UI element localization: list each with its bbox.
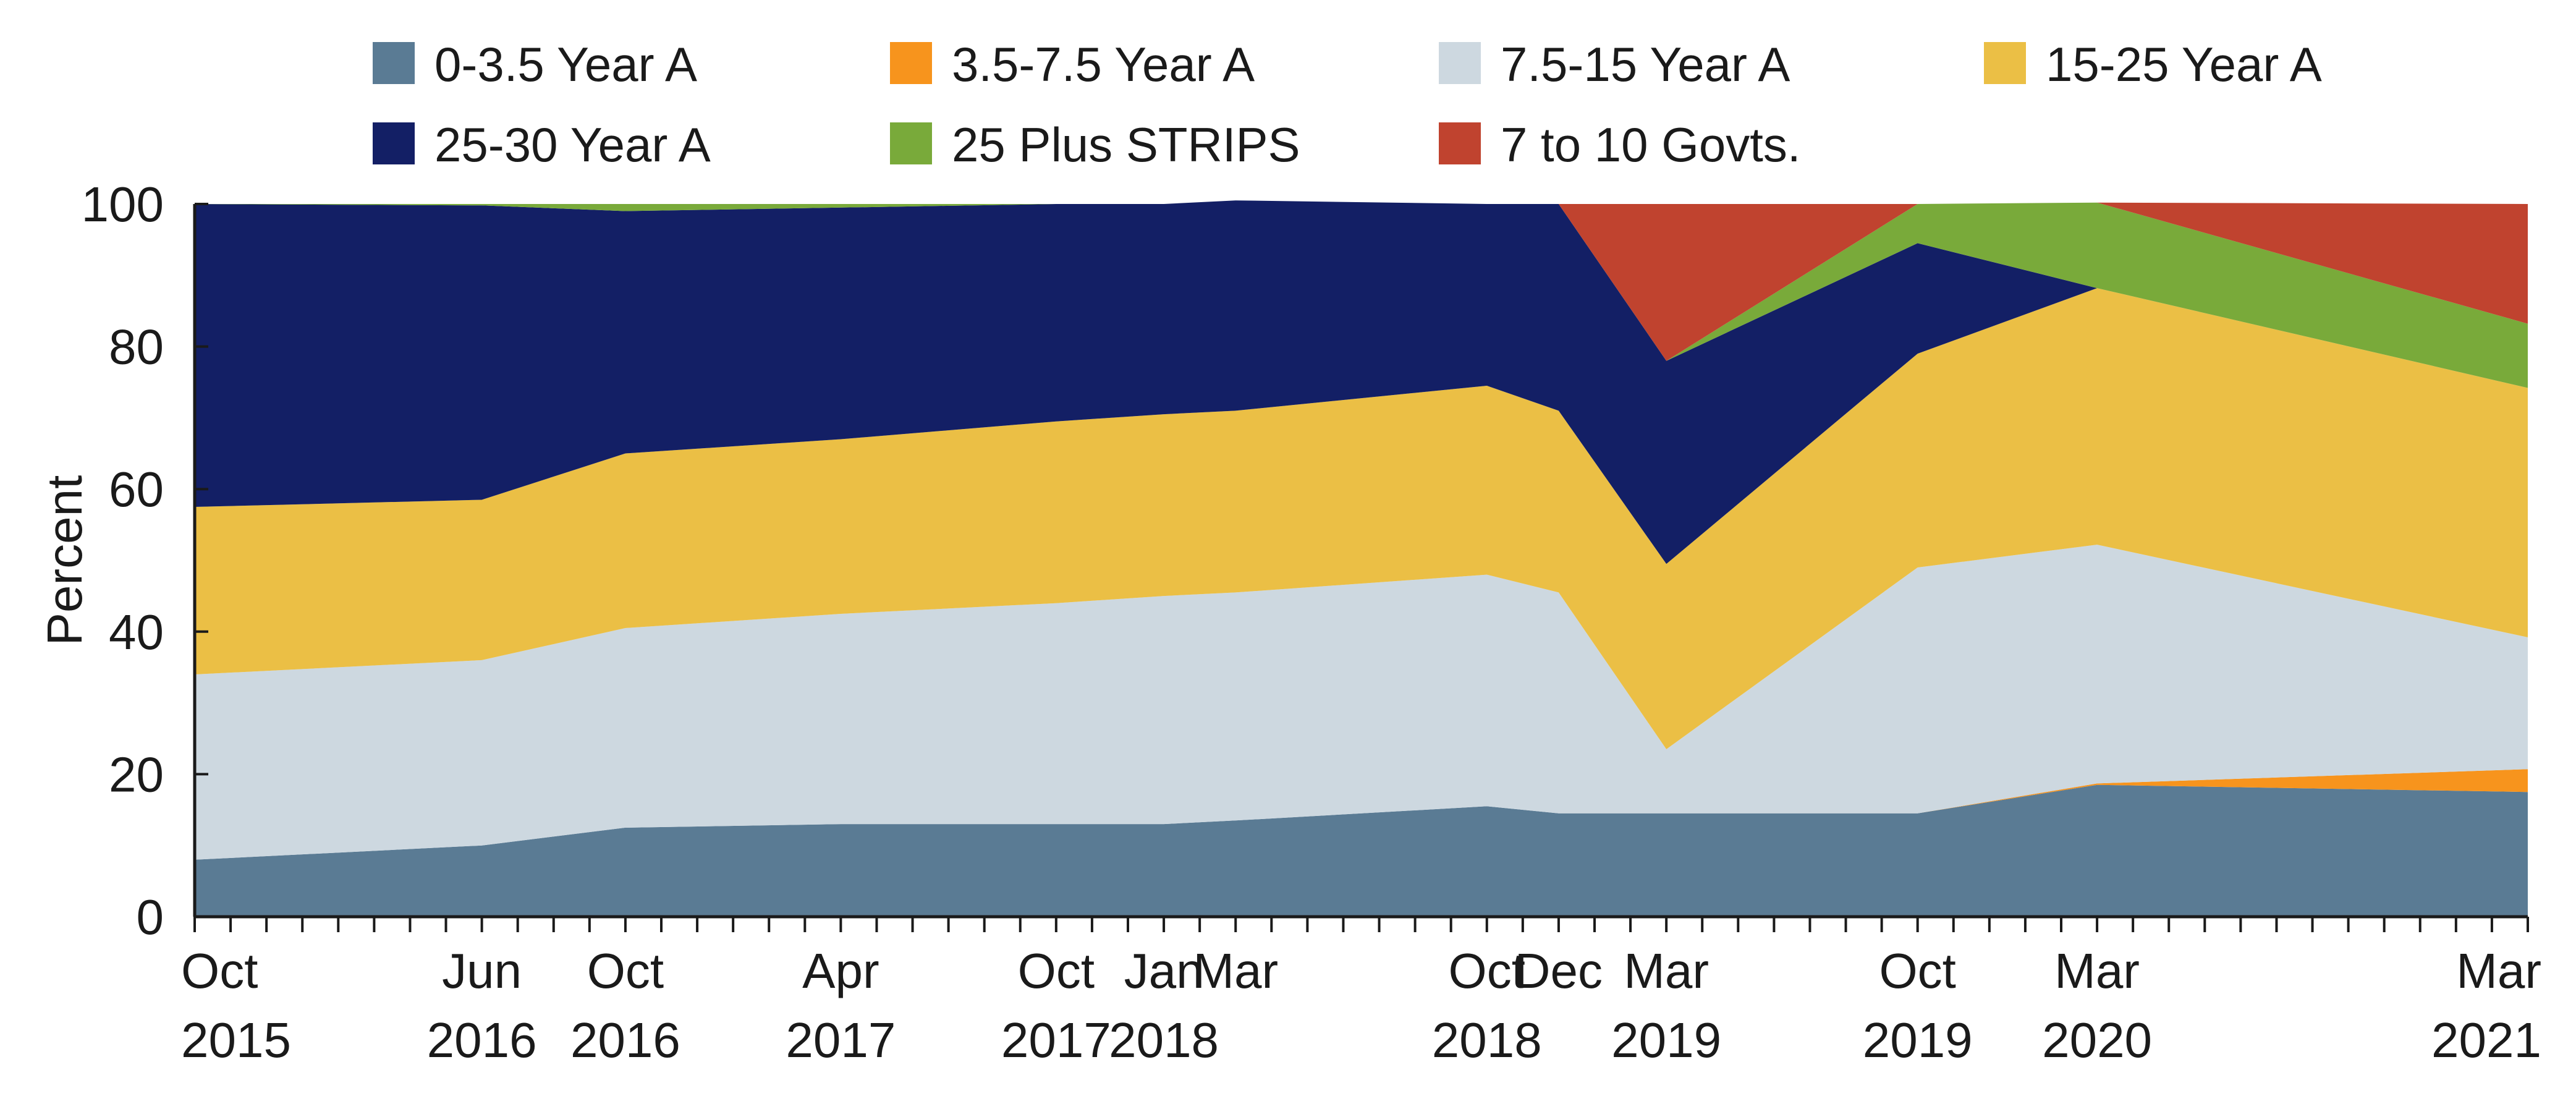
x-tick-label-year: 2019 xyxy=(1863,1013,1973,1068)
x-tick-label-year: 2016 xyxy=(570,1013,680,1068)
x-tick-label-month: Dec xyxy=(1515,943,1603,998)
axes: 0 20 40 60 80 100 Oct 2015 Jun 2016 Oct 2016 Apr 2017… xyxy=(82,177,2541,1068)
y-axis-title: Percent xyxy=(37,475,92,646)
legend-label-7-5-15-year-a: 7.5-15 Year A xyxy=(1501,37,1790,91)
x-tick-label-month: Jan xyxy=(1124,943,1204,998)
x-tick-label-year: 2017 xyxy=(786,1013,896,1068)
y-tick-label: 80 xyxy=(109,320,164,375)
area-0-3-5-year-a xyxy=(195,784,2528,917)
area-7-5-15-year-a xyxy=(195,545,2528,860)
legend-swatch-3-5-7-5-year-a xyxy=(890,42,932,84)
x-tick-label-year: 2017 xyxy=(1001,1013,1111,1068)
x-tick-label-year: 2018 xyxy=(1432,1013,1542,1068)
area-series-group xyxy=(195,200,2528,917)
area-25-plus-strips xyxy=(195,200,2528,388)
legend-label-25-plus-strips: 25 Plus STRIPS xyxy=(952,117,1300,172)
y-tick-label: 20 xyxy=(109,747,164,802)
x-tick-label-month: Mar xyxy=(1193,943,1278,998)
x-tick-label-year: 2020 xyxy=(2042,1013,2152,1068)
x-tick-label-month: Mar xyxy=(1624,943,1709,998)
x-tick-label-year: 2019 xyxy=(1611,1013,1721,1068)
legend-label-15-25-year-a: 15-25 Year A xyxy=(2046,37,2322,91)
legend-swatch-7-5-15-year-a xyxy=(1439,42,1481,84)
x-tick-label-month: Jun xyxy=(442,943,522,998)
legend-label-7-to-10-govts: 7 to 10 Govts. xyxy=(1501,117,1801,172)
legend-swatch-15-25-year-a xyxy=(1984,42,2026,84)
legend-label-0-3-5-year-a: 0-3.5 Year A xyxy=(434,37,697,91)
y-tick-label: 40 xyxy=(109,605,164,660)
x-tick-label-year: 2021 xyxy=(2431,1013,2541,1068)
x-tick-label-month: Mar xyxy=(2456,943,2541,998)
legend-label-25-30-year-a: 25-30 Year A xyxy=(434,117,711,172)
area-15-25-year-a xyxy=(195,288,2528,750)
x-tick-label-month: Oct xyxy=(181,943,258,998)
y-tick-label: 60 xyxy=(109,462,164,517)
x-tick-label-month: Oct xyxy=(1018,943,1095,998)
x-tick-label-month: Oct xyxy=(1879,943,1955,998)
legend-swatch-25-30-year-a xyxy=(373,122,415,164)
area-7-to-10-govts xyxy=(195,200,2528,361)
x-tick-label-year: 2016 xyxy=(427,1013,537,1068)
x-tick-label-month: Oct xyxy=(1449,943,1525,998)
x-tick-label-month: Oct xyxy=(587,943,664,998)
y-tick-label: 100 xyxy=(82,177,164,232)
legend-label-3-5-7-5-year-a: 3.5-7.5 Year A xyxy=(952,37,1255,91)
legend-swatch-0-3-5-year-a xyxy=(373,42,415,84)
legend: 0-3.5 Year A 3.5-7.5 Year A 7.5-15 Year A 1… xyxy=(373,37,2322,172)
x-tick-label-month: Mar xyxy=(2054,943,2140,998)
x-tick-label-year: 2018 xyxy=(1109,1013,1219,1068)
legend-swatch-25-plus-strips xyxy=(890,122,932,164)
x-tick-label-month: Apr xyxy=(802,943,879,998)
area-25-30-year-a xyxy=(195,200,2528,564)
legend-swatch-7-to-10-govts xyxy=(1439,122,1481,164)
y-tick-label: 0 xyxy=(137,890,164,945)
area-3-5-7-5-year-a xyxy=(195,769,2528,860)
x-tick-label-year: 2015 xyxy=(181,1013,291,1068)
